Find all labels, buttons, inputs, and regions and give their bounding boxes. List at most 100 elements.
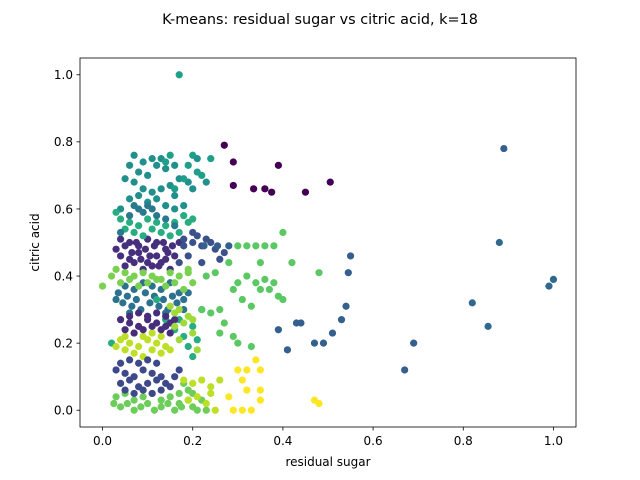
data-point (139, 393, 147, 401)
data-point (110, 399, 118, 408)
data-point (238, 376, 246, 384)
data-point (342, 302, 350, 310)
data-point (116, 252, 125, 260)
data-point (123, 292, 131, 300)
data-point (121, 386, 129, 394)
data-point (121, 369, 129, 377)
data-point (148, 262, 156, 270)
data-point (171, 279, 179, 287)
data-point (153, 295, 161, 304)
data-point (173, 299, 181, 307)
y-tick-label: 0.0 (54, 404, 73, 418)
data-point (171, 191, 179, 200)
data-point (159, 295, 168, 304)
data-point (153, 339, 161, 347)
x-tick-label: 0.0 (93, 434, 112, 448)
x-axis-label: residual sugar (285, 455, 370, 469)
data-point (135, 309, 143, 317)
data-point (211, 269, 219, 277)
data-point (274, 161, 282, 169)
data-point (130, 329, 138, 337)
data-point (220, 141, 228, 149)
data-point (545, 282, 553, 290)
data-point (171, 406, 179, 414)
data-point (164, 248, 172, 257)
data-point (144, 279, 152, 287)
data-point (114, 289, 122, 297)
data-point (270, 279, 278, 287)
data-point (153, 376, 161, 384)
chart-title: K-means: residual sugar vs citric acid, … (162, 12, 478, 28)
data-point (261, 242, 269, 250)
data-point (135, 248, 143, 257)
data-point (243, 386, 251, 394)
data-point (220, 319, 228, 327)
data-point (175, 399, 183, 408)
data-point (116, 316, 125, 324)
data-point (238, 295, 246, 304)
data-point (135, 168, 143, 176)
data-point (126, 212, 134, 220)
data-point (198, 259, 206, 267)
data-point (184, 218, 192, 226)
data-point (175, 71, 183, 79)
data-point (148, 155, 156, 163)
data-point (135, 282, 143, 290)
data-point (139, 208, 147, 216)
data-point (261, 185, 269, 193)
data-point (225, 393, 233, 401)
data-point (261, 275, 269, 283)
data-point (116, 215, 125, 223)
data-point (180, 319, 188, 327)
data-point (112, 265, 120, 273)
data-point (130, 259, 138, 267)
data-point (166, 383, 174, 391)
data-point (128, 248, 136, 257)
data-point (126, 356, 134, 364)
data-point (256, 386, 264, 394)
data-point (234, 242, 242, 250)
data-point (189, 228, 197, 237)
data-point (130, 349, 138, 357)
data-point (157, 185, 165, 193)
data-point (128, 302, 136, 310)
data-point (116, 279, 125, 287)
data-point (148, 389, 156, 398)
data-point (229, 406, 237, 414)
data-point (112, 245, 120, 253)
data-point (283, 346, 292, 354)
y-axis: 0.0 0.2 0.4 0.6 0.8 1.0 (54, 68, 80, 418)
data-point (126, 161, 134, 169)
data-point (202, 399, 210, 408)
data-point (175, 366, 183, 374)
data-point (252, 242, 260, 250)
data-point (270, 242, 278, 250)
data-point (250, 185, 258, 193)
data-point (401, 366, 409, 374)
data-point (130, 406, 138, 414)
data-point (144, 379, 152, 387)
data-point (189, 329, 197, 337)
data-point (135, 191, 143, 200)
data-point (135, 342, 143, 351)
data-point (180, 235, 188, 243)
data-point (279, 295, 287, 304)
data-point (484, 322, 492, 330)
data-point (315, 269, 323, 277)
data-point (155, 262, 163, 270)
data-point (130, 151, 138, 159)
data-point (112, 366, 120, 374)
data-point (243, 366, 251, 374)
data-point (202, 406, 210, 414)
data-point (193, 336, 201, 344)
data-point (184, 342, 192, 351)
data-point (198, 305, 206, 314)
data-point (130, 228, 138, 237)
data-point (130, 389, 138, 398)
data-point (268, 188, 276, 196)
data-point (166, 232, 174, 240)
data-point (130, 178, 138, 186)
data-point (198, 376, 206, 384)
data-point (247, 406, 255, 414)
data-point (229, 332, 237, 341)
